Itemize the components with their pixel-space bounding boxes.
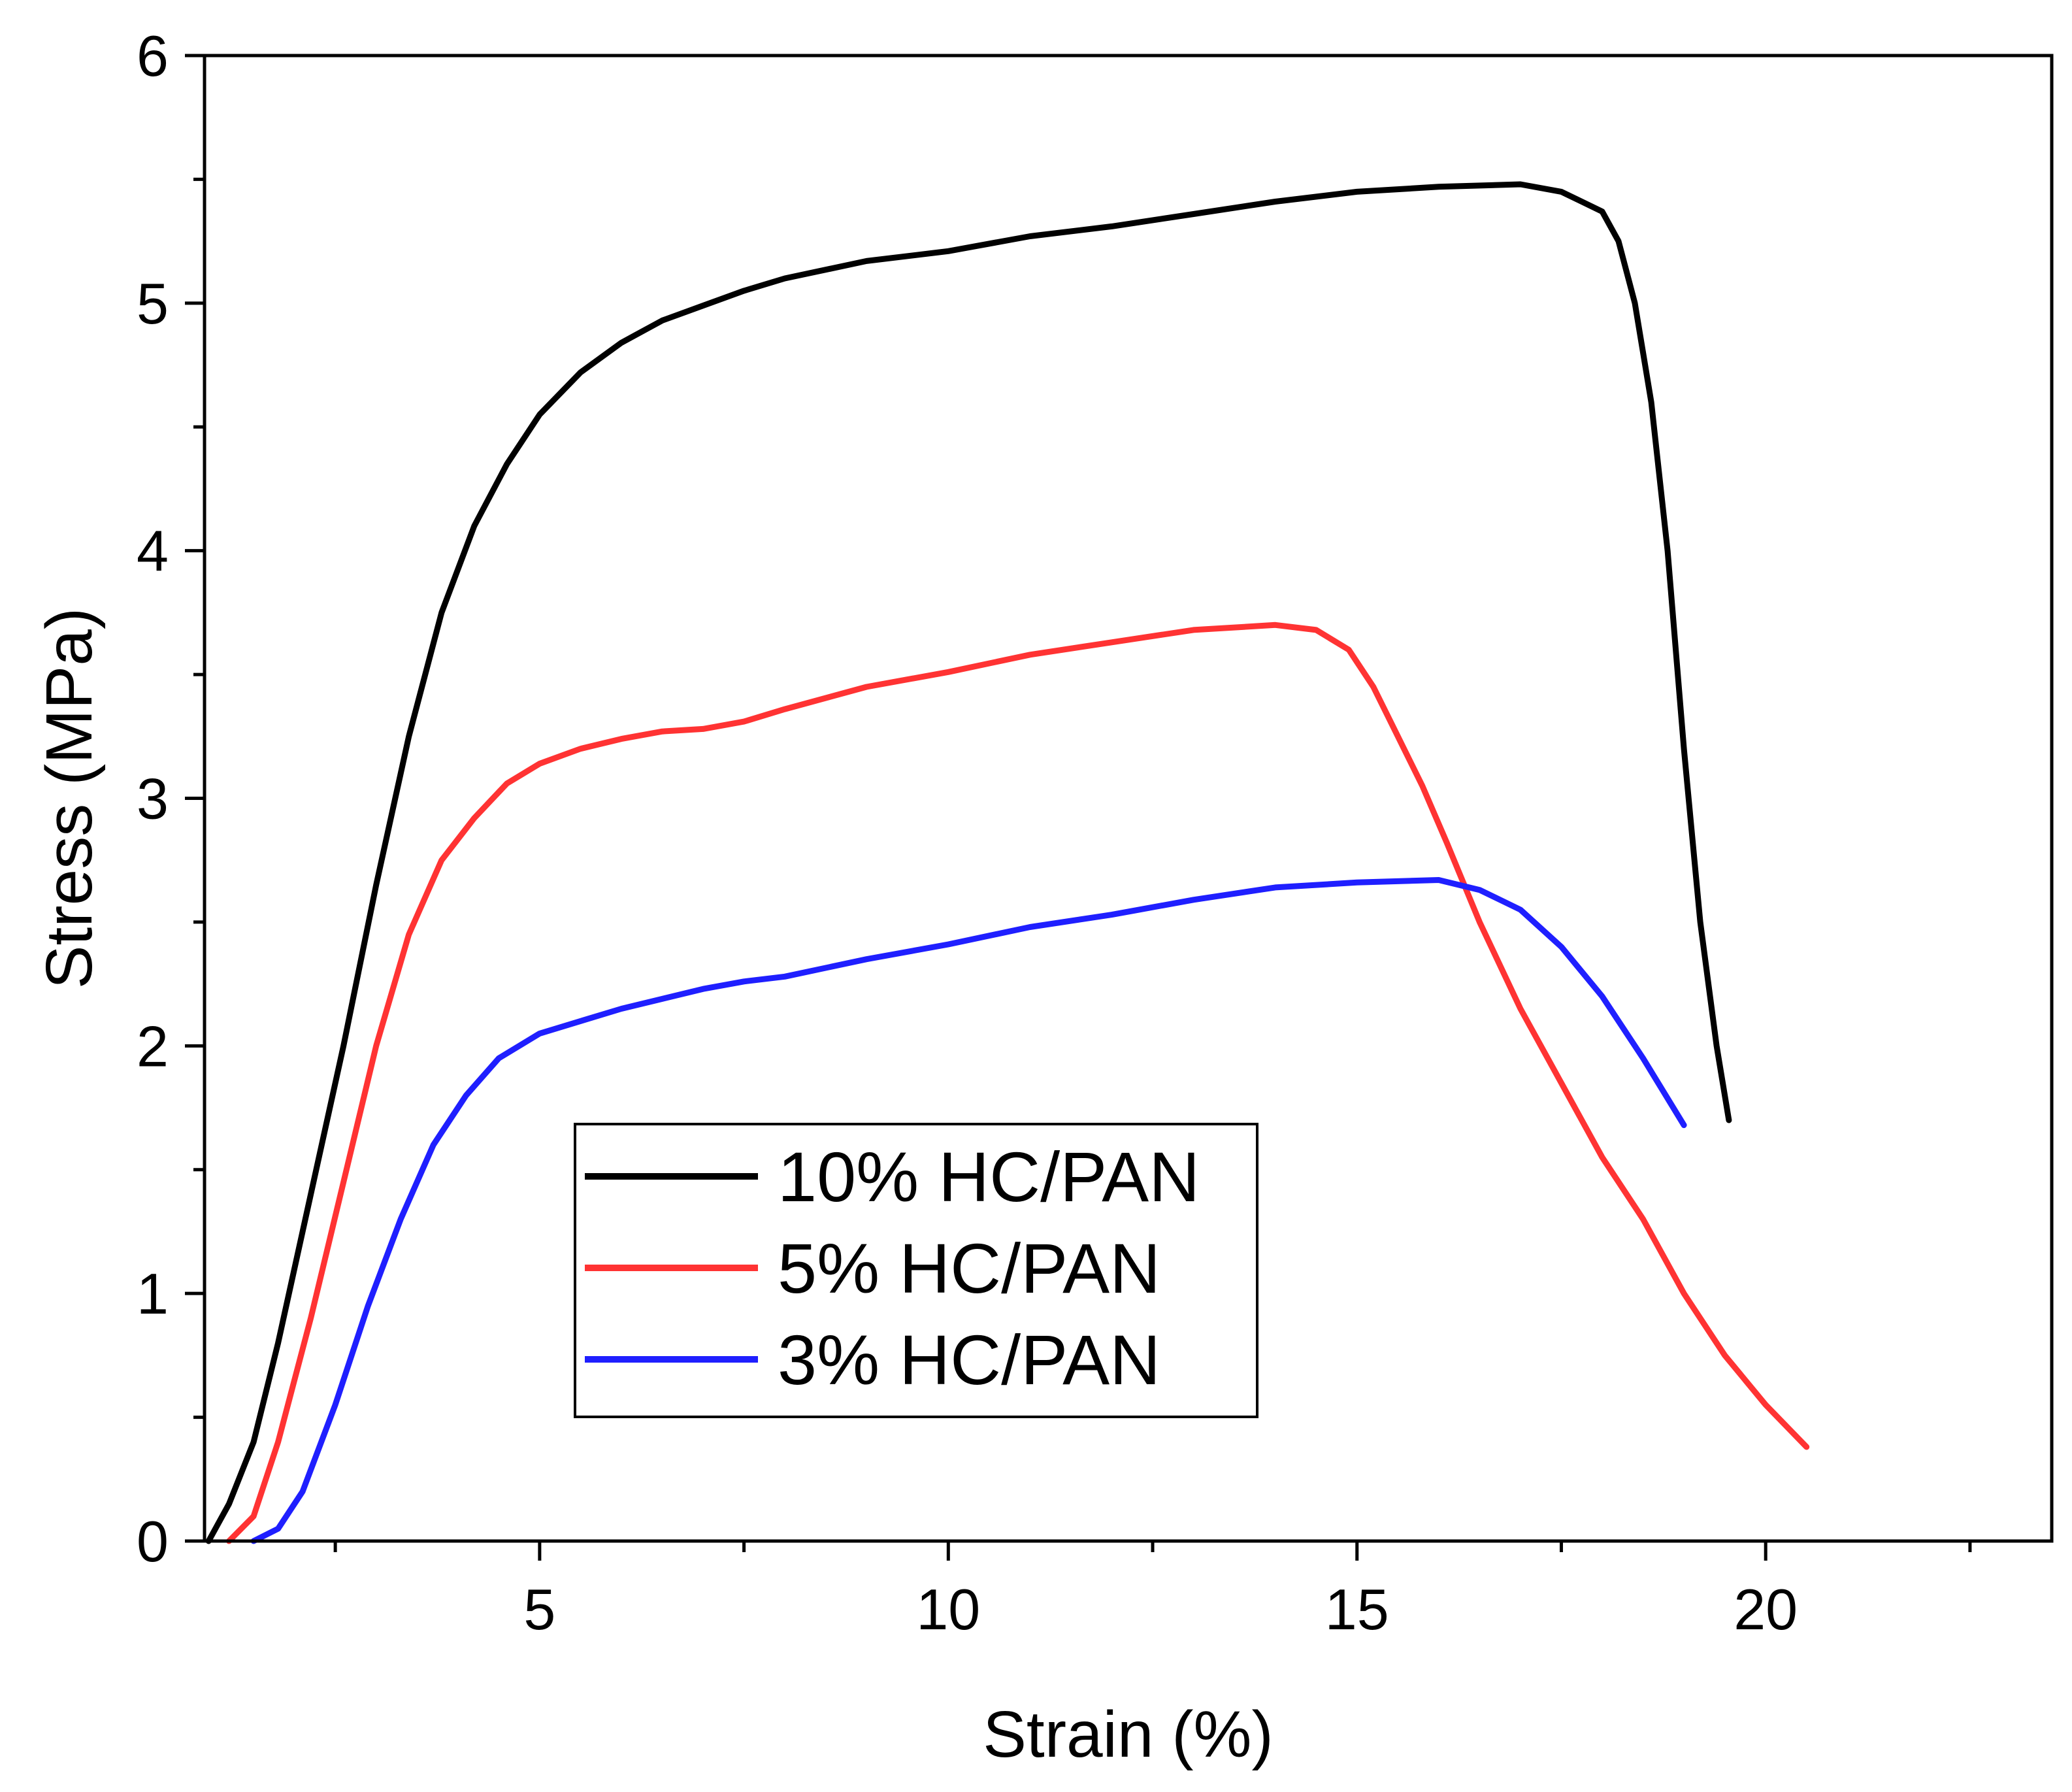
y-tick-label: 3 xyxy=(137,767,169,831)
y-tick-label: 2 xyxy=(137,1014,169,1078)
x-axis-label: Strain (%) xyxy=(983,1698,1274,1771)
y-tick-label: 0 xyxy=(137,1509,169,1574)
x-tick-label: 15 xyxy=(1325,1577,1389,1642)
series-line-1 xyxy=(205,181,1732,1544)
y-tick-label: 4 xyxy=(137,519,169,584)
y-tick-label: 1 xyxy=(137,1261,169,1326)
tick-layer: 5 10 15 20 0 1 2 3 4 5 6 xyxy=(137,24,1972,1642)
x-tick-label: 10 xyxy=(916,1577,980,1642)
x-tick-label: 5 xyxy=(523,1577,555,1642)
y-tick-label: 5 xyxy=(137,271,169,336)
series-line-3 xyxy=(250,877,1687,1544)
series-layer xyxy=(205,181,1810,1544)
y-tick-label: 6 xyxy=(137,24,169,88)
series-line-2 xyxy=(226,622,1810,1544)
legend: 10% HC/PAN 5% HC/PAN 3% HC/PAN xyxy=(574,1123,1258,1418)
x-tick-label: 20 xyxy=(1734,1577,1798,1642)
legend-label: 3% HC/PAN xyxy=(778,1320,1160,1399)
legend-label: 5% HC/PAN xyxy=(778,1229,1160,1308)
y-axis-label: Stress (MPa) xyxy=(33,608,106,989)
legend-label: 10% HC/PAN xyxy=(778,1137,1200,1216)
